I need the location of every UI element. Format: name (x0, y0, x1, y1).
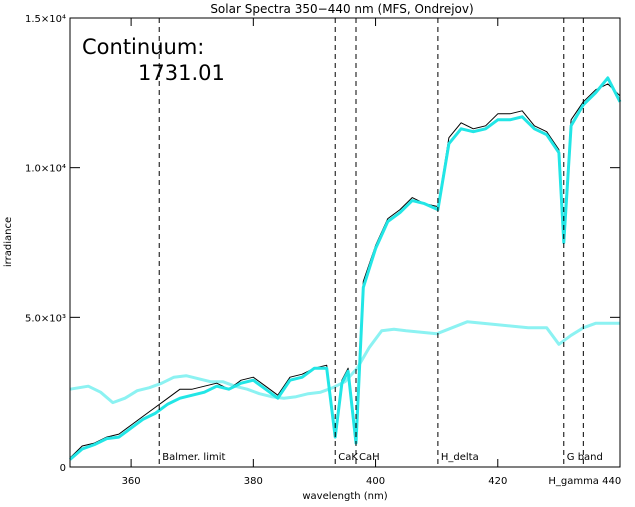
y-tick-label-0: 0 (60, 463, 66, 474)
continuum-value: 1731.01 (138, 61, 225, 85)
x-axis-label: wavelength (nm) (302, 491, 387, 502)
x-tick-label-3: 420 (488, 476, 507, 487)
axis-layer: 360 380 400 420 0 5.0×10³ 1.0×10⁴ 1.5×10⁴ (25, 14, 621, 487)
series-line-smoothed (69, 76, 622, 461)
series-line-observed (69, 83, 621, 459)
y-tick-label-2: 1.0×10⁴ (25, 164, 66, 175)
marker-label-1: CaK (338, 452, 358, 463)
chart-title: Solar Spectra 350−440 nm (MFS, Ondrejov) (210, 2, 473, 16)
marker-label-5: H_gamma 440 (548, 476, 621, 487)
y-axis-label: irradiance (3, 217, 14, 267)
marker-layer: Balmer. limit CaK CaH H_delta G band H_gamma … (158, 18, 621, 487)
series-line-continuum (69, 320, 620, 405)
x-tick-label-2: 400 (366, 476, 385, 487)
marker-label-0: Balmer. limit (162, 452, 225, 463)
marker-label-2: CaH (359, 452, 380, 463)
x-tick-label-1: 380 (244, 476, 263, 487)
marker-label-3: H_delta (441, 452, 479, 463)
y-tick-label-1: 5.0×10³ (25, 313, 66, 324)
plot-frame (69, 17, 621, 468)
x-tick-label-0: 360 (122, 476, 141, 487)
continuum-label: Continuum: (82, 35, 204, 59)
y-tick-label-3: 1.5×10⁴ (25, 14, 66, 25)
series-layer (69, 76, 622, 461)
marker-label-4: G band (567, 452, 603, 463)
